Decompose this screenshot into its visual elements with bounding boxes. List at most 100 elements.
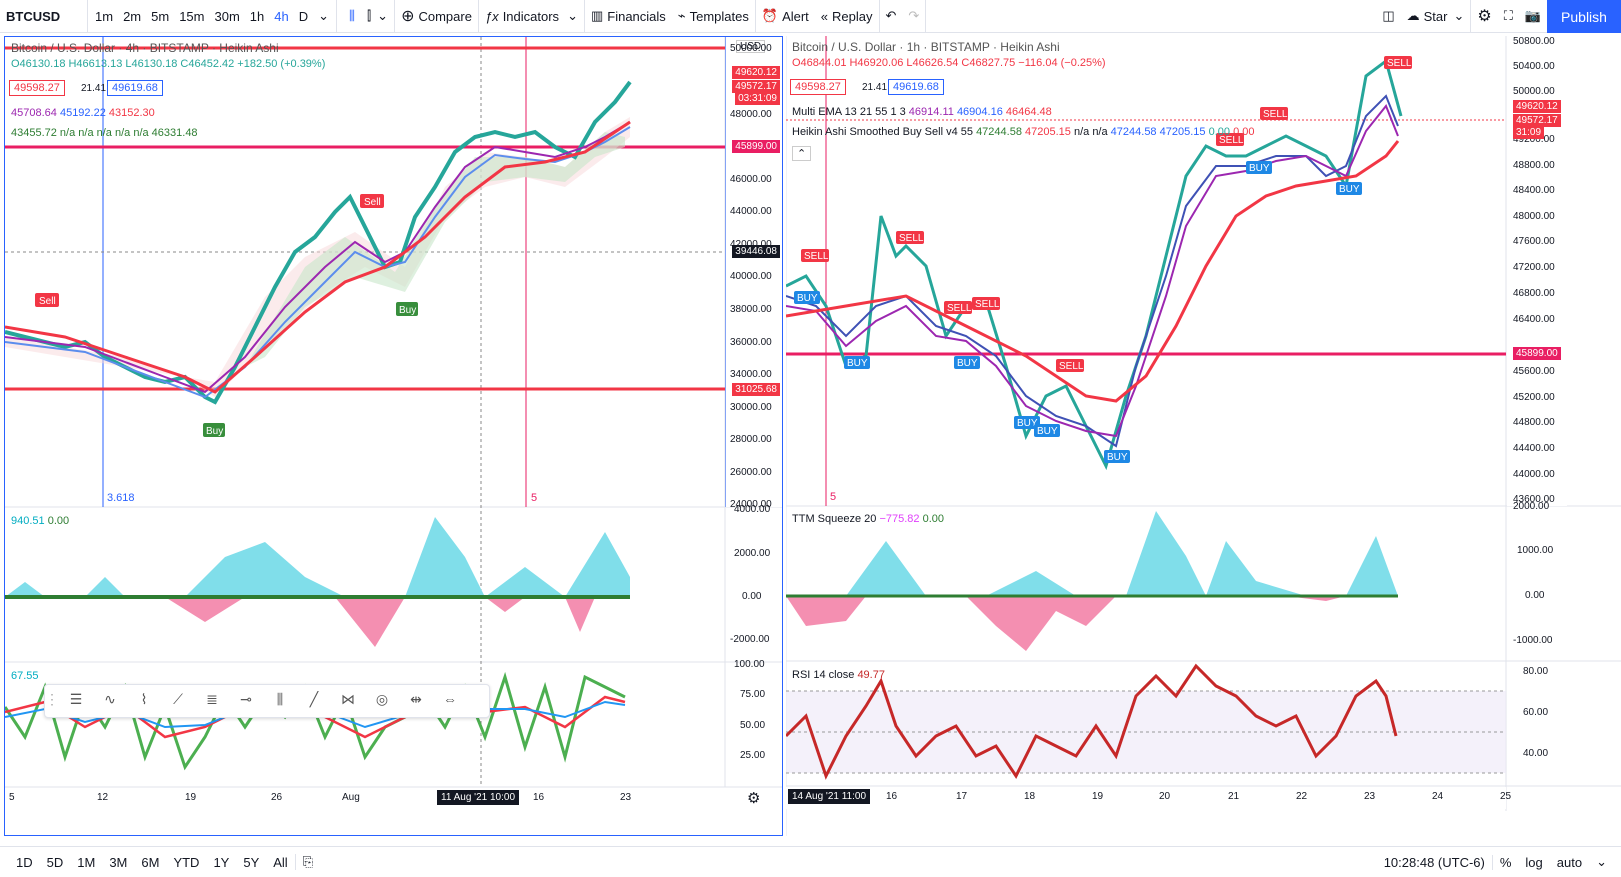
- camera-icon: 📷: [1524, 8, 1541, 23]
- bid-price[interactable]: 49598.27: [790, 79, 846, 95]
- financials-icon: ▥: [590, 8, 604, 23]
- drag-handle-icon[interactable]: ⋮: [45, 691, 59, 707]
- tf-d[interactable]: D: [298, 8, 309, 24]
- publish-button[interactable]: Publish: [1547, 0, 1621, 33]
- chevron-down-icon[interactable]: ⌄: [318, 8, 330, 23]
- auto-toggle[interactable]: auto: [1556, 854, 1583, 870]
- right-osc-legend: TTM Squeeze 20 −775.82 0.00: [792, 513, 944, 525]
- publish-label: Publish: [1561, 8, 1607, 25]
- range-1m[interactable]: 1M: [77, 854, 96, 870]
- settings-button[interactable]: ⚙: [1471, 0, 1497, 33]
- tf-5m[interactable]: 5m: [151, 8, 170, 24]
- price-label: 48000.00: [730, 109, 772, 120]
- undo-button[interactable]: ↶: [880, 0, 903, 33]
- svg-text:Sell: Sell: [364, 197, 381, 208]
- bid-price[interactable]: 49598.27: [9, 80, 65, 96]
- currency-select[interactable]: USD: [736, 40, 766, 53]
- right-chart[interactable]: SELL SELL SELL SELL SELL SELL SELL SELL …: [786, 36, 1621, 836]
- ema-value-1: 45708.64: [11, 107, 57, 119]
- smooth-value: 47205.15: [1025, 126, 1071, 138]
- symbol-search[interactable]: BTCUSD: [0, 0, 88, 33]
- smooth-legend-label: Heikin Ashi Smoothed Buy Sell v4 55: [792, 126, 973, 138]
- layout-select-button[interactable]: ◫: [1376, 0, 1400, 33]
- range-6m[interactable]: 6M: [141, 854, 160, 870]
- right-time-axis[interactable]: 16 17 18 19 20 21 22 23 24 25 14 Aug '21…: [786, 787, 1511, 809]
- range-all[interactable]: All: [273, 854, 288, 870]
- financials-label: Financials: [607, 8, 666, 24]
- fib-icon[interactable]: ≣: [206, 691, 218, 707]
- elliott-wave-icon[interactable]: ∿: [104, 691, 116, 707]
- ema-value-1: 46914.11: [908, 106, 954, 118]
- compare-label: Compare: [418, 8, 472, 24]
- range-ytd[interactable]: YTD: [173, 854, 200, 870]
- symbol-label: BTCUSD: [6, 8, 61, 24]
- left-osc-axis[interactable]: 4000.00 2000.00 0.00 -2000.00: [726, 504, 782, 661]
- right-chart-canvas[interactable]: SELL SELL SELL SELL SELL SELL SELL SELL …: [786, 36, 1621, 836]
- range-5y[interactable]: 5Y: [243, 854, 260, 870]
- osc-value-2: 0.00: [922, 513, 944, 525]
- financials-button[interactable]: ▥ Financials: [585, 0, 672, 33]
- collapse-legend-button[interactable]: ⌃: [792, 146, 812, 161]
- fullscreen-button[interactable]: ⛶: [1498, 0, 1519, 33]
- path-icon[interactable]: ⟋: [173, 691, 183, 707]
- rsi-axis-label: 80.00: [1523, 666, 1549, 677]
- rsi-axis-label: 60.00: [1523, 707, 1549, 718]
- compare-button[interactable]: ⊕ Compare: [395, 0, 479, 33]
- time-label: 21: [1228, 791, 1240, 802]
- tf-4h[interactable]: 4h: [274, 8, 289, 24]
- right-price-axis[interactable]: 50800.00 50400.00 50000.00 49200.00 4880…: [1507, 36, 1567, 506]
- chevron-down-icon[interactable]: ⌄: [377, 8, 389, 23]
- left-rsi-axis[interactable]: 100.00 75.00 50.00 25.00: [726, 659, 782, 786]
- range-3m[interactable]: 3M: [109, 854, 128, 870]
- abc-wave-icon[interactable]: ⌇: [140, 691, 148, 707]
- percent-toggle[interactable]: %: [1499, 854, 1512, 870]
- drawing-toolbar: ⋮ ☰ ∿ ⌇ ⟋ ≣ ⊸ ⫼ ╱ ⋈ ◎ ⇹ ⇔: [44, 684, 490, 718]
- price-label: 46000.00: [730, 174, 772, 185]
- layout-name-button[interactable]: ☁ Star ⌄: [1401, 0, 1472, 33]
- ask-price[interactable]: 49619.68: [107, 80, 163, 96]
- log-toggle[interactable]: log: [1525, 854, 1543, 870]
- bar-chart-icon[interactable]: ⫼: [349, 8, 355, 23]
- tf-1h[interactable]: 1h: [249, 8, 265, 24]
- right-rsi-axis[interactable]: 80.00 60.00 40.00: [1507, 662, 1567, 785]
- left-price-axis[interactable]: USD 50000.00 48000.00 46000.00 44000.00 …: [726, 37, 782, 510]
- snapshot-button[interactable]: 📷: [1519, 0, 1547, 33]
- range-1y[interactable]: 1Y: [213, 854, 230, 870]
- svg-text:SELL: SELL: [804, 251, 829, 262]
- fx-icon: ƒx: [484, 8, 499, 24]
- left-time-axis[interactable]: 5 12 19 26 Aug 16 23 11 Aug '21 10:00: [5, 788, 725, 810]
- horizontal-ray-icon[interactable]: ⊸: [240, 691, 252, 707]
- indicators-button[interactable]: ƒx Indicators ⌄: [479, 0, 585, 33]
- tf-15m[interactable]: 15m: [179, 8, 205, 24]
- ema-value-3: 46464.48: [1005, 106, 1052, 118]
- clock-display[interactable]: 10:28:48 (UTC-6): [1377, 854, 1493, 870]
- tf-1m[interactable]: 1m: [95, 8, 114, 24]
- layout-name-label: Star: [1423, 8, 1448, 24]
- pattern-icon[interactable]: ⋈: [341, 691, 355, 707]
- redo-button[interactable]: ↷: [902, 0, 927, 33]
- calendar-icon[interactable]: ⎘: [294, 854, 320, 870]
- price-tag-1: 49620.12: [732, 66, 780, 79]
- chevron-down-icon[interactable]: ⌄: [1596, 854, 1607, 869]
- date-range-icon[interactable]: ⇔: [443, 691, 457, 707]
- time-label: 22: [1296, 791, 1308, 802]
- ask-price[interactable]: 49619.68: [888, 79, 944, 95]
- rsi-axis-label: 40.00: [1523, 748, 1549, 759]
- range-1d[interactable]: 1D: [16, 854, 33, 870]
- alert-button[interactable]: ⏰ Alert: [756, 0, 815, 33]
- range-5d[interactable]: 5D: [46, 854, 64, 870]
- templates-button[interactable]: ⌁ Templates: [672, 0, 756, 33]
- gear-icon[interactable]: ⚙: [747, 790, 761, 807]
- candles-icon[interactable]: ⫿: [367, 8, 372, 23]
- spiral-icon[interactable]: ◎: [375, 691, 389, 707]
- horizontal-lines-icon[interactable]: ☰: [69, 691, 83, 707]
- trend-line-icon[interactable]: ╱: [309, 691, 319, 707]
- right-osc-axis[interactable]: 2000.00 1000.00 0.00 -1000.00: [1507, 501, 1567, 660]
- replay-button[interactable]: «Replay: [815, 0, 880, 33]
- tf-2m[interactable]: 2m: [123, 8, 142, 24]
- bars-pattern-icon[interactable]: ⫼: [276, 691, 284, 707]
- tf-30m[interactable]: 30m: [214, 8, 240, 24]
- left-chart-canvas[interactable]: Sell Sell Buy Buy: [5, 37, 783, 836]
- crosshair-time-tag: 11 Aug '21 10:00: [437, 790, 520, 805]
- range-icon[interactable]: ⇹: [410, 691, 422, 707]
